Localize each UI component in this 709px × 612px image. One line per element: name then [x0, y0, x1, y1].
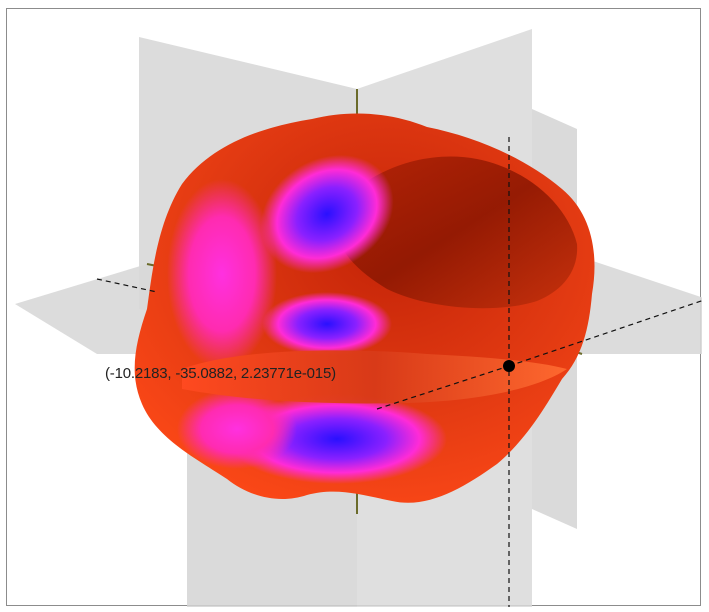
- surface-shade-dark: [335, 156, 578, 309]
- probe-line-x: [96, 278, 158, 293]
- surface-band: [182, 350, 567, 404]
- surface-shade-blue-mid: [262, 292, 392, 356]
- probe-readout: (-10.2183, -35.0882, 2.23771e-015): [105, 365, 336, 382]
- probe-line-x-right: [508, 300, 702, 367]
- surface-shade-magenta-left: [167, 179, 277, 369]
- 3d-scene[interactable]: [7, 9, 702, 607]
- surface-shade-blue-upper: [260, 154, 394, 274]
- 3d-viewport[interactable]: (-10.2183, -35.0882, 2.23771e-015): [6, 8, 702, 607]
- surface-shade-magenta-lower: [177, 389, 297, 469]
- probe-marker[interactable]: [503, 360, 515, 372]
